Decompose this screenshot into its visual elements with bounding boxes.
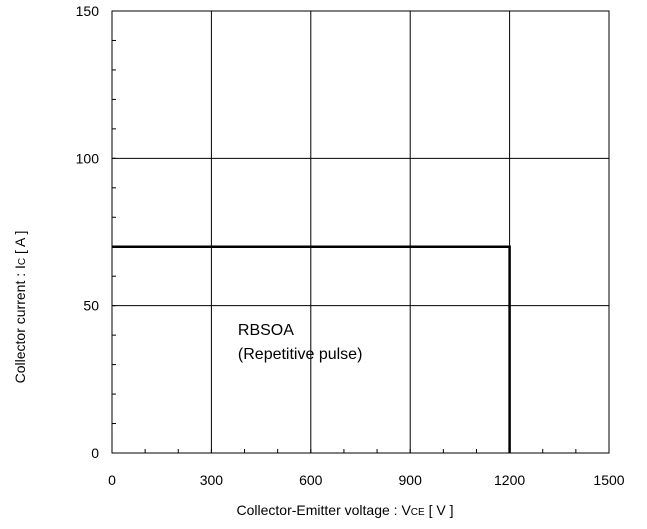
- y-tick-label: 150: [76, 3, 100, 19]
- x-tick-label: 1200: [494, 472, 525, 488]
- x-axis-title: Collector-Emitter voltage : VCE [ V ]: [237, 502, 454, 518]
- x-tick-label: 600: [299, 472, 323, 488]
- grid-lines: [112, 11, 609, 453]
- series-line-0: [112, 245, 511, 453]
- x-tick-label: 1500: [593, 472, 624, 488]
- y-axis-title-sub: C: [17, 258, 28, 265]
- x-axis-title-main: Collector-Emitter voltage : V: [237, 502, 412, 518]
- y-axis-title-unit: [ A ]: [12, 231, 28, 258]
- series-layer: [112, 245, 511, 453]
- y-axis-title: Collector current : IC [ A ]: [12, 231, 28, 384]
- annotation-line-1: RBSOA: [238, 322, 294, 339]
- x-tick-label: 300: [200, 472, 224, 488]
- x-tick-label: 0: [108, 472, 116, 488]
- x-axis-title-sub: CE: [411, 507, 425, 518]
- plot-frame: [111, 10, 610, 454]
- y-tick-label: 100: [76, 150, 100, 166]
- annotation-line-2: (Repetitive pulse): [238, 346, 363, 363]
- x-tick-labels: 0 300 600 900 1200 1500: [108, 472, 625, 488]
- x-tick-label: 900: [399, 472, 423, 488]
- y-tick-label: 50: [83, 298, 99, 314]
- x-axis-title-unit: [ V ]: [425, 502, 454, 518]
- y-tick-label: 0: [91, 445, 99, 461]
- y-tick-labels: 0 50 100 150: [76, 3, 100, 461]
- y-axis-title-main: Collector current : I: [12, 265, 28, 383]
